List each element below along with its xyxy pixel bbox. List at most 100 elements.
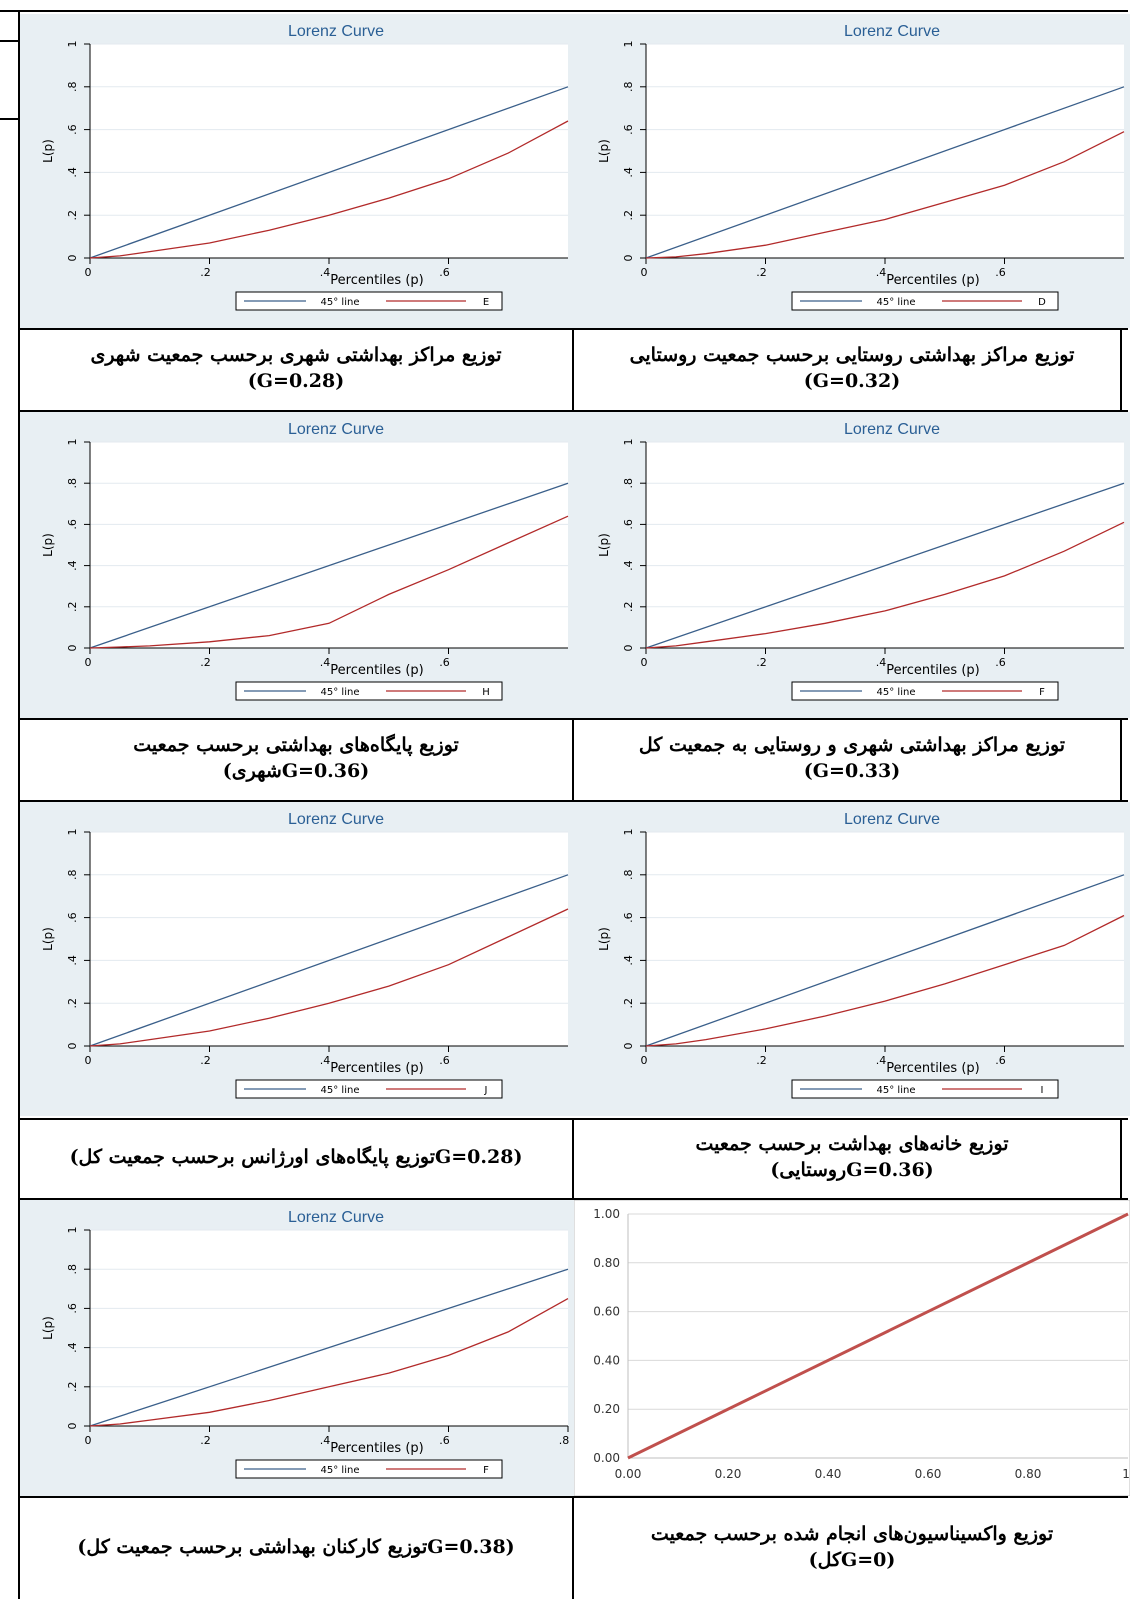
chart-title: Lorenz Curve xyxy=(288,1209,384,1226)
y-tick-label: 1 xyxy=(66,439,79,446)
y-tick-label: 1 xyxy=(66,829,79,836)
chart-title: Lorenz Curve xyxy=(844,811,940,828)
x-axis-label: Percentiles (p) xyxy=(886,1061,979,1076)
x-tick-label: .4 xyxy=(320,656,331,669)
y-tick-label: .8 xyxy=(622,478,635,489)
lorenz-curve xyxy=(89,515,569,649)
lorenz-curve xyxy=(89,120,569,259)
legend-label-equality: 45° line xyxy=(877,1085,916,1096)
y-tick-label: .8 xyxy=(66,82,79,93)
legend-label-equality: 45° line xyxy=(321,687,360,698)
y-tick-label: 0.60 xyxy=(593,1305,620,1319)
legend-label-curve: F xyxy=(483,1465,489,1476)
table-rule-vertical xyxy=(18,10,20,1599)
y-tick-label: .2 xyxy=(66,998,79,1009)
legend-label-curve: E xyxy=(483,297,489,308)
chart-svg: Lorenz Curve 0 .2 .4 .6 .8 1 L(p) 0 .2 .4 .6 Percent… xyxy=(18,412,574,718)
y-axis-label: L(p) xyxy=(41,1316,55,1340)
x-axis-label: Percentiles (p) xyxy=(886,273,979,288)
y-tick-label: .6 xyxy=(66,1303,79,1314)
y-tick-label: .4 xyxy=(66,955,79,966)
chart-title: Lorenz Curve xyxy=(288,421,384,438)
x-tick-label: 0.00 xyxy=(615,1467,642,1481)
equality-line xyxy=(645,86,1125,259)
caption-line: (G=0کل) xyxy=(808,1548,896,1571)
chart-svg: Lorenz Curve 0 .2 .4 .6 .8 1 L(p) 0 .2 .4 .6 Percent… xyxy=(574,14,1130,328)
x-tick-label: 0 xyxy=(641,656,648,669)
y-tick-label: 0 xyxy=(622,1043,635,1050)
y-tick-label: 1 xyxy=(66,1227,79,1234)
panel-caption: توزیع مراکز بهداشتی شهری برحسب جمعیت شهر… xyxy=(18,328,574,410)
legend-label-equality: 45° line xyxy=(877,687,916,698)
lorenz-curve xyxy=(645,521,1125,649)
x-axis-label: Percentiles (p) xyxy=(330,663,423,678)
y-axis-label: L(p) xyxy=(597,927,611,951)
lorenz-curve xyxy=(645,131,1125,259)
y-tick-label: 0 xyxy=(622,645,635,652)
panel-caption: توزیع مراکز بهداشتی شهری و روستایی به جم… xyxy=(574,718,1130,800)
chart-svg: Lorenz Curve 0 .2 .4 .6 .8 1 L(p) 0 .2 .4 .6 Percent… xyxy=(574,412,1130,718)
y-tick-label: .2 xyxy=(66,1382,79,1393)
lorenz-curve xyxy=(645,914,1125,1047)
y-tick-label: .6 xyxy=(66,124,79,135)
x-tick-label: .4 xyxy=(876,1054,887,1067)
x-tick-label: .4 xyxy=(876,266,887,279)
y-tick-label: 0.40 xyxy=(593,1353,620,1367)
caption-line: توزیع مراکز بهداشتی شهری و روستایی به جم… xyxy=(638,734,1066,757)
y-tick-label: 0 xyxy=(66,645,79,652)
y-tick-label: 1 xyxy=(622,439,635,446)
caption-line: توزیع خانه‌های بهداشت برحسب جمعیت xyxy=(695,1133,1009,1156)
legend-box xyxy=(791,291,1059,311)
legend-label-curve: I xyxy=(1041,1085,1044,1096)
caption-line: (G=0.36شهری) xyxy=(222,760,370,782)
y-tick-label: 0 xyxy=(66,1043,79,1050)
x-tick-label: .6 xyxy=(995,656,1006,669)
caption-line: (G=0.33) xyxy=(803,760,901,782)
plot-area xyxy=(90,832,568,1046)
y-tick-label: .4 xyxy=(66,1342,79,1353)
table-rule-horizontal xyxy=(0,40,18,42)
panel-caption: (G=0.28توزیع پایگاه‌های اورژانس برحسب جم… xyxy=(18,1118,574,1198)
panel-caption: توزیع واکسیناسیون‌های انجام شده برحسب جم… xyxy=(574,1496,1130,1599)
y-tick-label: 1 xyxy=(622,41,635,48)
chart-svg: Lorenz Curve 0 .2 .4 .6 .8 1 L(p) 0 .2 .4 .6 Percent… xyxy=(18,14,574,328)
y-tick-label: 1 xyxy=(66,41,79,48)
chart-svg: 0.00 0.20 0.40 0.60 0.80 1.00 0.00 0.20 0.40 0.60… xyxy=(574,1200,1130,1496)
legend-label-equality: 45° line xyxy=(877,297,916,308)
legend-label-curve: H xyxy=(482,687,490,698)
x-tick-label: 0.60 xyxy=(915,1467,942,1481)
x-tick-label: .6 xyxy=(439,1434,450,1447)
x-tick-label: 0 xyxy=(85,656,92,669)
x-tick-label: 0 xyxy=(641,266,648,279)
x-tick-label: .2 xyxy=(200,266,211,279)
y-tick-label: 0.20 xyxy=(593,1402,620,1416)
x-tick-label: .2 xyxy=(200,656,211,669)
y-tick-label: 1 xyxy=(622,829,635,836)
y-tick-label: .6 xyxy=(622,124,635,135)
y-tick-label: .6 xyxy=(622,519,635,530)
chart-title: Lorenz Curve xyxy=(288,23,384,40)
x-tick-label: .6 xyxy=(439,656,450,669)
y-axis-label: L(p) xyxy=(597,533,611,557)
y-tick-label: .8 xyxy=(622,82,635,93)
x-tick-label: .4 xyxy=(876,656,887,669)
table-rule-vertical xyxy=(572,1496,574,1599)
x-tick-label: .2 xyxy=(756,656,767,669)
chart-panel-v: 0.00 0.20 0.40 0.60 0.80 1.00 0.00 0.20 0.40 0.60… xyxy=(574,1200,1130,1496)
chart-title: Lorenz Curve xyxy=(288,811,384,828)
table-rule-vertical xyxy=(1120,328,1122,412)
equality-line xyxy=(89,482,569,649)
chart-panel-f2: Lorenz Curve 0 .2 .4 .6 .8 1 L(p) 0 .2 .4 .6 .8 Perce… xyxy=(18,1200,574,1496)
chart-panel-h: Lorenz Curve 0 .2 .4 .6 .8 1 L(p) 0 .2 .4 .6 Percent… xyxy=(18,412,574,718)
panel-caption: توزیع پایگاه‌های بهداشتی برحسب جمعیت (G=0… xyxy=(18,718,574,800)
legend-label-curve: F xyxy=(1039,687,1045,698)
equality-line xyxy=(89,874,569,1047)
y-tick-label: 1.00 xyxy=(593,1207,620,1221)
y-tick-label: .2 xyxy=(622,210,635,221)
y-tick-label: .4 xyxy=(622,955,635,966)
equality-line xyxy=(645,874,1125,1047)
chart-panel-e: Lorenz Curve 0 .2 .4 .6 .8 1 L(p) 0 .2 .4 .6 Percent… xyxy=(18,14,574,328)
equality-line xyxy=(627,1212,1129,1460)
x-tick-label: 0.20 xyxy=(715,1467,742,1481)
chart-title: Lorenz Curve xyxy=(844,421,940,438)
